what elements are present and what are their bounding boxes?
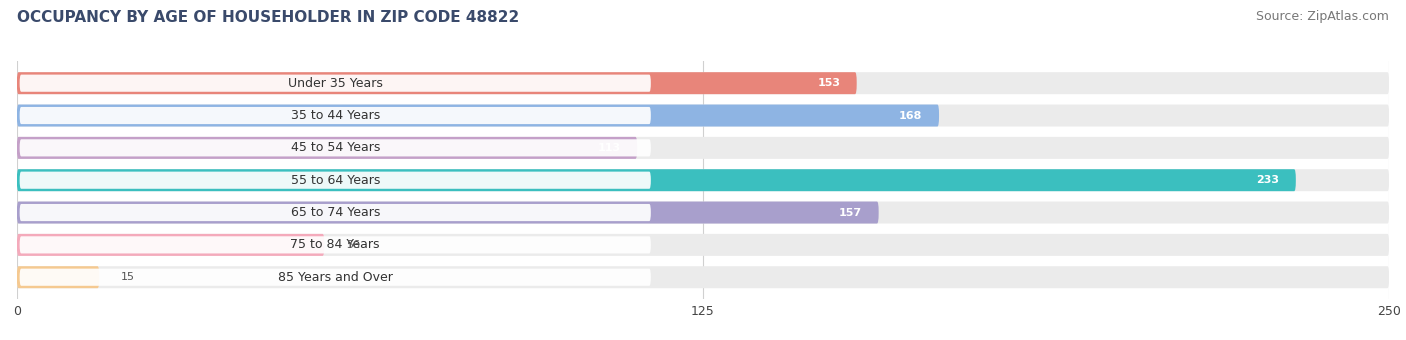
FancyBboxPatch shape [17, 234, 1389, 256]
Text: 113: 113 [598, 143, 620, 153]
Text: 233: 233 [1257, 175, 1279, 185]
Text: 15: 15 [121, 272, 135, 282]
Text: 153: 153 [817, 78, 841, 88]
FancyBboxPatch shape [20, 74, 651, 92]
FancyBboxPatch shape [17, 266, 1389, 288]
Text: 35 to 44 Years: 35 to 44 Years [291, 109, 380, 122]
FancyBboxPatch shape [20, 204, 651, 221]
FancyBboxPatch shape [20, 107, 651, 124]
Text: 168: 168 [900, 110, 922, 120]
Text: 65 to 74 Years: 65 to 74 Years [291, 206, 380, 219]
FancyBboxPatch shape [20, 172, 651, 189]
FancyBboxPatch shape [17, 234, 325, 256]
Text: 55 to 64 Years: 55 to 64 Years [291, 174, 380, 187]
FancyBboxPatch shape [17, 202, 1389, 223]
Text: 157: 157 [839, 207, 862, 218]
FancyBboxPatch shape [17, 137, 637, 159]
FancyBboxPatch shape [17, 169, 1296, 191]
FancyBboxPatch shape [20, 139, 651, 156]
Text: OCCUPANCY BY AGE OF HOUSEHOLDER IN ZIP CODE 48822: OCCUPANCY BY AGE OF HOUSEHOLDER IN ZIP C… [17, 10, 519, 25]
FancyBboxPatch shape [17, 72, 856, 94]
FancyBboxPatch shape [17, 104, 1389, 126]
FancyBboxPatch shape [20, 269, 651, 286]
FancyBboxPatch shape [17, 202, 879, 223]
Text: 75 to 84 Years: 75 to 84 Years [291, 238, 380, 251]
FancyBboxPatch shape [17, 266, 100, 288]
FancyBboxPatch shape [20, 236, 651, 253]
Text: Source: ZipAtlas.com: Source: ZipAtlas.com [1256, 10, 1389, 23]
FancyBboxPatch shape [17, 137, 1389, 159]
Text: 56: 56 [346, 240, 360, 250]
FancyBboxPatch shape [17, 104, 939, 126]
FancyBboxPatch shape [17, 169, 1389, 191]
Text: 45 to 54 Years: 45 to 54 Years [291, 141, 380, 154]
Text: Under 35 Years: Under 35 Years [288, 77, 382, 90]
Text: 85 Years and Over: 85 Years and Over [278, 271, 392, 284]
FancyBboxPatch shape [17, 72, 1389, 94]
